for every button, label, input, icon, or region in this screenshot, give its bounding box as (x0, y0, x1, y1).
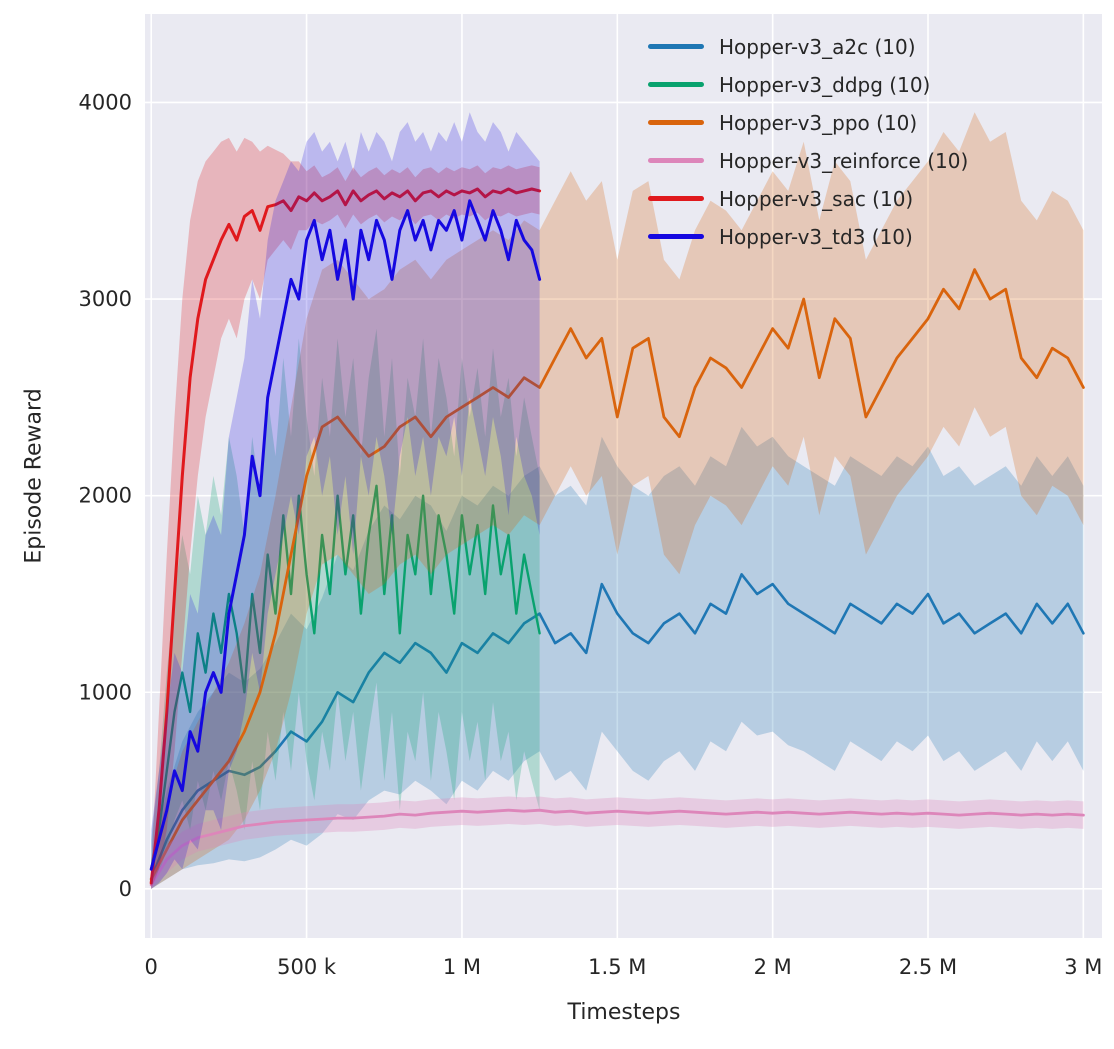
series-line-reinforce (149, 808, 1085, 887)
legend-label-ppo: Hopper-v3_ppo (10) (719, 110, 918, 135)
legend-line-swatch-ddpg (648, 82, 704, 87)
y-tick-label-4000: 4000 (79, 90, 132, 114)
y-tick-label-3000: 3000 (79, 287, 132, 311)
confidence-band-td3 (151, 112, 540, 889)
series-line-ddpg (150, 484, 541, 871)
legend-label-ddpg: Hopper-v3_ddpg (10) (719, 72, 931, 97)
x-tick-label-2.5 M: 2.5 M (899, 955, 957, 979)
confidence-band-sac (151, 137, 540, 889)
series-line-td3 (149, 199, 542, 871)
x-tick-label-1.5 M: 1.5 M (588, 955, 646, 979)
legend-label-td3: Hopper-v3_td3 (10) (719, 224, 913, 249)
x-tick-label-0: 0 (145, 955, 158, 979)
x-tick-label-3 M: 3 M (1064, 955, 1102, 979)
legend-item-a2c: Hopper-v3_a2c (10) (648, 32, 968, 61)
series-line-a2c (149, 573, 1085, 881)
y-axis-label: Episode Reward (21, 388, 47, 564)
legend-line-swatch-sac (648, 196, 704, 201)
legend: Hopper-v3_a2c (10) Hopper-v3_ddpg (10) Hop… (648, 32, 968, 251)
confidence-band-ppo (151, 112, 1084, 889)
legend-item-sac: Hopper-v3_sac (10) (648, 184, 968, 213)
legend-item-reinforce: Hopper-v3_reinforce (10) (648, 146, 968, 175)
confidence-band-a2c (151, 426, 1084, 889)
confidence-band-ddpg (151, 328, 540, 885)
legend-label-sac: Hopper-v3_sac (10) (719, 186, 914, 211)
confidence-band-reinforce (151, 796, 1084, 889)
x-tick-label-2 M: 2 M (754, 955, 792, 979)
legend-item-ppo: Hopper-v3_ppo (10) (648, 108, 968, 137)
legend-line-swatch-a2c (648, 44, 704, 49)
legend-label-a2c: Hopper-v3_a2c (10) (719, 34, 916, 59)
y-tick-label-2000: 2000 (79, 484, 132, 508)
x-tick-label-500 k: 500 k (277, 955, 337, 979)
legend-line-swatch-reinforce (648, 158, 704, 163)
legend-item-ddpg: Hopper-v3_ddpg (10) (648, 70, 968, 99)
y-tick-label-0: 0 (119, 877, 132, 901)
y-tick-label-1000: 1000 (79, 680, 132, 704)
x-axis-label: Timesteps (567, 1000, 681, 1025)
legend-line-swatch-td3 (648, 234, 704, 239)
plot-area (145, 14, 1102, 938)
legend-item-td3: Hopper-v3_td3 (10) (648, 222, 968, 251)
legend-line-swatch-ppo (648, 120, 704, 125)
series-line-sac (149, 187, 542, 885)
x-tick-label-1 M: 1 M (443, 955, 481, 979)
legend-label-reinforce: Hopper-v3_reinforce (10) (719, 148, 969, 173)
series-line-ppo (149, 268, 1085, 881)
